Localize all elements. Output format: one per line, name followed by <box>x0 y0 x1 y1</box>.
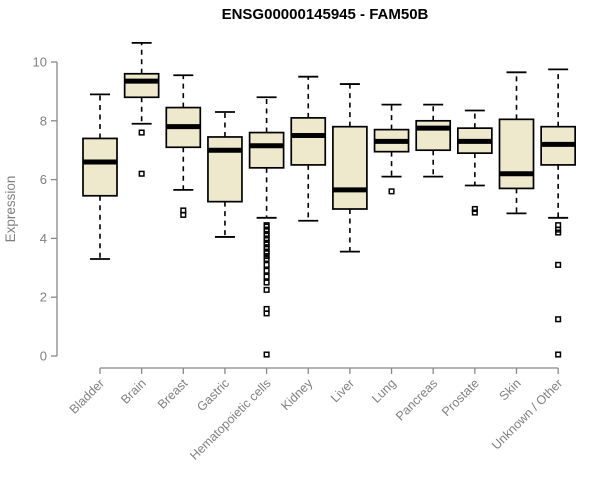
outlier-point <box>263 267 270 274</box>
outlier-point <box>263 273 270 280</box>
y-tick-label: 2 <box>40 290 47 305</box>
x-category-label-prostate: Prostate <box>439 376 482 419</box>
x-category-label-gastric: Gastric <box>194 376 232 414</box>
x-category-label-pancreas: Pancreas <box>393 376 440 423</box>
outlier-point <box>388 188 395 195</box>
outlier-point <box>263 286 270 293</box>
outlier-point <box>263 255 270 263</box>
outlier-point <box>555 261 562 268</box>
axes: 0 2 4 6 8 10 <box>33 55 559 374</box>
iqr-box <box>123 72 160 99</box>
outlier-point <box>555 229 562 236</box>
boxplot-group-unknown-other <box>540 68 577 358</box>
iqr-box <box>332 125 368 210</box>
outlier-point <box>138 129 145 136</box>
boxplot-group-skin <box>498 71 535 215</box>
outlier-point <box>263 310 270 317</box>
chart-title: ENSG00000145945 - FAM50B <box>222 6 429 23</box>
outlier-point <box>471 209 478 216</box>
x-category-label-lung: Lung <box>369 376 399 406</box>
outlier-point <box>263 351 270 358</box>
y-tick-label: 6 <box>40 172 47 187</box>
iqr-box <box>248 131 285 169</box>
x-category-label-kidney: Kidney <box>278 376 315 413</box>
y-tick-label: 4 <box>40 231 47 246</box>
boxplot-group-bladder <box>82 93 118 260</box>
iqr-box <box>415 119 452 152</box>
outlier-point <box>263 279 270 286</box>
outlier-point <box>138 170 145 177</box>
boxplot-group-breast <box>165 74 202 218</box>
y-tick-label: 10 <box>33 55 47 70</box>
y-axis-label: Expression <box>3 176 18 243</box>
boxplot-group-prostate <box>457 109 493 216</box>
y-tick-label: 0 <box>40 349 47 364</box>
boxplot-group-hematopoietic-cells <box>248 96 285 358</box>
boxplot-group-lung <box>373 103 410 195</box>
boxplot-group-gastric <box>207 111 243 238</box>
outlier-point <box>180 211 187 218</box>
boxplot-group-pancreas <box>415 103 452 178</box>
outlier-point <box>471 205 478 213</box>
x-category-label-liver: Liver <box>328 376 357 405</box>
boxplot-group-liver <box>332 83 368 253</box>
outlier-point <box>263 261 270 268</box>
x-category-label-skin: Skin <box>497 376 524 403</box>
outlier-point <box>555 351 562 358</box>
boxes <box>82 41 577 358</box>
outlier-point <box>555 316 562 323</box>
x-category-label-bladder: Bladder <box>67 376 107 416</box>
y-tick-label: 8 <box>40 113 47 128</box>
x-category-label-breast: Breast <box>155 376 191 412</box>
iqr-box <box>207 136 243 203</box>
x-category-label-brain: Brain <box>118 376 149 407</box>
x-category-label-unknown-other: Unknown / Other <box>489 376 565 452</box>
iqr-box <box>498 118 535 190</box>
x-category-label-hematopoietic-cells: Hematopoietic cells <box>187 376 274 463</box>
boxplot-group-kidney <box>290 75 327 222</box>
boxplot-group-brain <box>123 41 160 177</box>
iqr-box <box>82 137 118 197</box>
iqr-box <box>290 117 327 166</box>
